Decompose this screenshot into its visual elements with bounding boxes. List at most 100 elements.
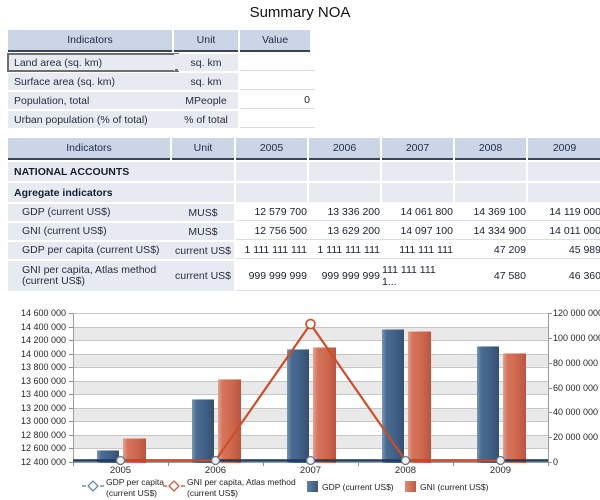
- right-axis-label: 100 000 000: [553, 332, 600, 343]
- cell-unit[interactable]: sq. km: [174, 73, 238, 90]
- cell-value[interactable]: [309, 183, 380, 202]
- column-header[interactable]: Value: [240, 30, 310, 52]
- left-axis-label: 13 200 000: [20, 402, 66, 413]
- column-header[interactable]: 2007: [382, 138, 453, 160]
- table-row: Surface area (sq. km) sq. km: [8, 73, 315, 90]
- line-peak-marker-icon: [305, 318, 316, 330]
- cell-value[interactable]: 46 360: [528, 261, 600, 291]
- axis-tick: [548, 387, 552, 389]
- cell-value[interactable]: 12 756 500: [236, 223, 312, 240]
- cell-unit[interactable]: MUS$: [172, 223, 234, 240]
- column-header[interactable]: Indicators: [8, 30, 172, 52]
- cell-value[interactable]: 14 369 100: [455, 204, 531, 221]
- gridline: [73, 340, 548, 342]
- cell-value[interactable]: 47 209: [455, 242, 531, 259]
- cell-indicator[interactable]: NATIONAL ACCOUNTS: [8, 162, 176, 181]
- column-header[interactable]: 2005: [236, 138, 307, 160]
- gni-swatch-icon: [405, 481, 416, 492]
- cell-value[interactable]: 14 011 000: [528, 223, 600, 240]
- cell-unit[interactable]: MPeople: [174, 92, 238, 109]
- table-row: GDP per capita (current US$) current US$ 1…: [8, 242, 600, 259]
- national-accounts-table: Indicators Unit 2005 2006 2007 2008 2009 NATION…: [8, 138, 600, 291]
- cell-value[interactable]: 0: [240, 92, 315, 109]
- cell-indicator[interactable]: GNI per capita, Atlas method (current US…: [8, 261, 184, 291]
- cell-value[interactable]: 111 111 111: [382, 242, 458, 259]
- cell-value[interactable]: [455, 183, 526, 202]
- gridline: [73, 434, 548, 436]
- cell-value[interactable]: [382, 183, 453, 202]
- cell-indicator[interactable]: Surface area (sq. km): [8, 73, 178, 90]
- legend-label: GDP per capita: [106, 477, 164, 487]
- cell-value[interactable]: 13 336 200: [309, 204, 385, 221]
- axis-tick: [69, 340, 73, 342]
- cell-indicator[interactable]: Urban population (% of total): [8, 111, 178, 128]
- column-header[interactable]: Indicators: [8, 138, 170, 160]
- axis-tick: [69, 367, 73, 369]
- table-header-row: Indicators Unit Value: [8, 30, 310, 52]
- cell-value[interactable]: 999 999 999: [309, 261, 385, 291]
- axis-tick: [69, 421, 73, 423]
- left-axis-label: 14 000 000: [20, 348, 66, 359]
- column-header[interactable]: 2009: [528, 138, 600, 160]
- legend-item-gni-per-capita-atlas[interactable]: GNI per capita, Atlas method (current US…: [163, 477, 296, 498]
- cell-indicator[interactable]: GDP per capita (current US$): [8, 242, 184, 259]
- x-axis-label: 2009: [489, 465, 512, 476]
- cell-value[interactable]: [240, 54, 315, 71]
- cell-value[interactable]: [236, 183, 307, 202]
- cell-unit[interactable]: sq. km: [174, 54, 238, 71]
- cell-value[interactable]: [240, 73, 315, 90]
- cell-value[interactable]: 14 334 900: [455, 223, 531, 240]
- column-header[interactable]: 2008: [455, 138, 526, 160]
- left-axis-label: 13 000 000: [20, 416, 66, 427]
- legend-item-gni[interactable]: GNI (current US$): [405, 481, 489, 493]
- cell-unit[interactable]: [172, 183, 234, 202]
- diamond-line-marker-icon: [82, 480, 104, 492]
- cell-value[interactable]: 14 097 100: [382, 223, 458, 240]
- cell-value[interactable]: 1 111 111 111: [309, 242, 385, 259]
- cell-indicator[interactable]: GDP (current US$): [8, 204, 184, 221]
- cell-unit[interactable]: current US$: [172, 261, 234, 291]
- left-axis-label: 14 400 000: [20, 321, 66, 332]
- cell-indicator[interactable]: Agregate indicators: [8, 183, 176, 202]
- cell-value[interactable]: 14 119 000: [528, 204, 600, 221]
- cell-value[interactable]: [240, 111, 315, 128]
- legend-item-gdp-per-capita[interactable]: GDP per capita (current US$): [82, 477, 164, 498]
- cell-value[interactable]: 13 629 200: [309, 223, 385, 240]
- combo-chart[interactable]: 14 600 000 14 400 000 14 200 000 14 000 000…: [0, 295, 600, 500]
- column-header[interactable]: Unit: [174, 30, 238, 52]
- column-header[interactable]: 2006: [309, 138, 380, 160]
- gni-bar: [408, 330, 431, 463]
- table-row: GDP (current US$) MUS$ 12 579 700 13 336 20…: [8, 204, 600, 221]
- column-header[interactable]: Unit: [172, 138, 234, 160]
- cell-value[interactable]: 14 061 800: [382, 204, 458, 221]
- cell-indicator[interactable]: GNI (current US$): [8, 223, 184, 240]
- cell-value[interactable]: 999 999 999: [236, 261, 312, 291]
- cell-value[interactable]: 12 579 700: [236, 204, 312, 221]
- cell-value[interactable]: 47 580: [455, 261, 531, 291]
- cell-value[interactable]: [528, 183, 600, 202]
- cell-value[interactable]: [236, 162, 307, 181]
- cell-indicator[interactable]: Population, total: [8, 92, 178, 109]
- cell-value[interactable]: 45 989: [528, 242, 600, 259]
- cell-unit[interactable]: MUS$: [172, 204, 234, 221]
- axis-tick: [263, 462, 264, 466]
- axis-tick: [69, 380, 73, 382]
- axis-tick: [69, 407, 73, 409]
- cell-indicator[interactable]: Land area (sq. km): [7, 53, 179, 72]
- cell-value[interactable]: 1 111 111 111: [236, 242, 312, 259]
- axis-tick: [73, 462, 74, 466]
- cell-unit[interactable]: current US$: [172, 242, 234, 259]
- legend-item-gdp[interactable]: GDP (current US$): [307, 481, 394, 493]
- cell-unit[interactable]: [172, 162, 234, 181]
- cell-value[interactable]: [382, 162, 453, 181]
- selection-fill-handle[interactable]: [175, 69, 178, 71]
- table-row: Urban population (% of total)% of total: [8, 111, 315, 128]
- cell-value[interactable]: 111 111 111 1...: [382, 261, 458, 291]
- left-axis-label: 14 200 000: [20, 335, 66, 346]
- cell-value[interactable]: [455, 162, 526, 181]
- gridline: [73, 380, 548, 382]
- cell-value[interactable]: [309, 162, 380, 181]
- cell-unit[interactable]: % of total: [174, 111, 238, 128]
- cell-value[interactable]: [528, 162, 600, 181]
- gdp-bar: [382, 328, 404, 463]
